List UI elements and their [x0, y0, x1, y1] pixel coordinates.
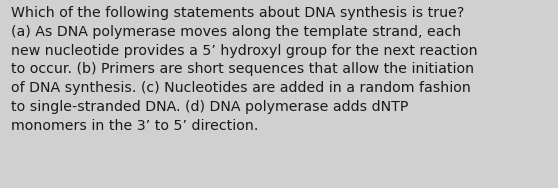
Text: Which of the following statements about DNA synthesis is true?
(a) As DNA polyme: Which of the following statements about … — [11, 6, 478, 133]
